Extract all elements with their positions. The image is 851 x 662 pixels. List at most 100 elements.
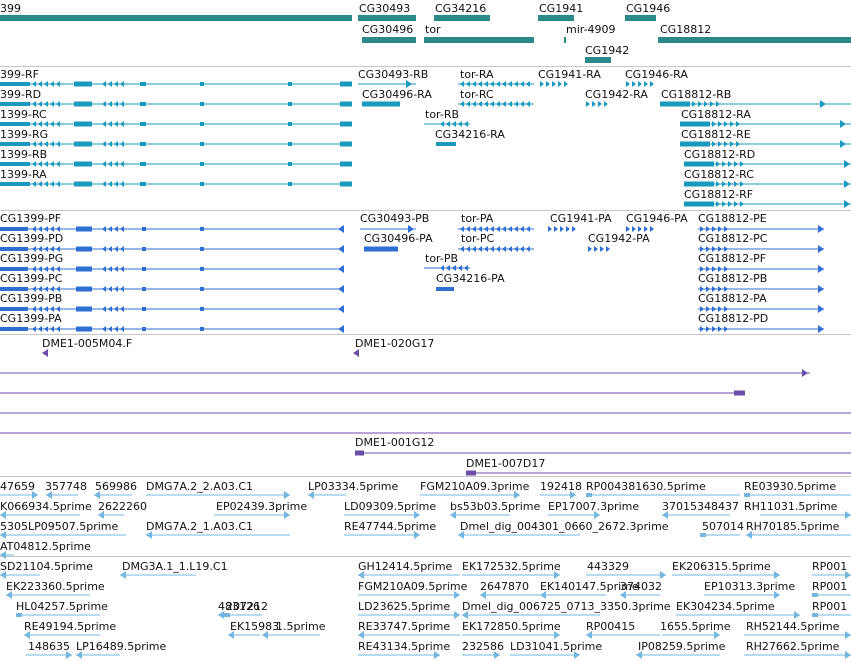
transcript-cg1399-2-intron[interactable] xyxy=(0,103,352,105)
est-a-11-line[interactable] xyxy=(98,514,124,516)
est-a-14-line[interactable] xyxy=(450,514,510,516)
est-b-5-line[interactable] xyxy=(586,574,666,576)
gene-bar-cg30493[interactable] xyxy=(358,15,416,21)
protein-cg1399-6-exon-6[interactable] xyxy=(200,327,204,331)
gene-label[interactable]: mir-4909 xyxy=(566,23,616,36)
clone-dme1-007d17-end[interactable] xyxy=(466,470,476,476)
est-label[interactable]: EK172850.5prime xyxy=(462,620,561,633)
protein-cg18812-3-intron[interactable] xyxy=(698,268,824,270)
est-label[interactable]: LD09309.5prime xyxy=(344,500,437,513)
protein-cg1399-1-exon-1[interactable] xyxy=(0,227,28,231)
est-label[interactable]: 1655.5prime xyxy=(660,620,731,633)
protein-label[interactable]: CG1399-PD xyxy=(0,232,64,245)
transcript-cg1399-5-exons-2[interactable] xyxy=(32,161,60,167)
protein-cg18812-2-intron[interactable] xyxy=(698,248,824,250)
est-a-6-line[interactable] xyxy=(420,494,520,496)
est-b-33-line[interactable] xyxy=(462,654,500,656)
est-b-22-arrow[interactable] xyxy=(24,631,30,639)
transcript-cg18812-rc-exon-3[interactable] xyxy=(844,180,850,188)
est-label[interactable]: 1.5prime xyxy=(276,620,326,633)
protein-label[interactable]: CG1941-PA xyxy=(550,212,612,225)
protein-label[interactable]: CG30496-PA xyxy=(364,232,433,245)
protein-label[interactable]: CG34216-PA xyxy=(436,272,505,285)
est-a-1-line[interactable] xyxy=(0,494,38,496)
transcript-label[interactable]: CG30496-RA xyxy=(362,88,432,101)
protein-cg18812-5-exon-2[interactable] xyxy=(818,305,824,313)
est-a-3-arrow[interactable] xyxy=(94,491,100,499)
est-label[interactable]: RP001 xyxy=(812,600,848,613)
transcript-cg18812-rf-exon-3[interactable] xyxy=(844,200,850,208)
est-label[interactable]: 37015348437 xyxy=(662,500,739,513)
transcript-cg1399-6-exon-3[interactable] xyxy=(74,181,92,187)
transcript-cg18812-re-exon-3[interactable] xyxy=(840,140,846,148)
est-a-14-arrow[interactable] xyxy=(450,511,456,519)
protein-cg18812-4-exons-1[interactable] xyxy=(700,286,728,292)
est-label[interactable]: EK15983 xyxy=(230,620,280,633)
transcript-cg1399-4-intron[interactable] xyxy=(0,143,352,145)
est-a-15-arrow[interactable] xyxy=(594,511,600,519)
transcript-cg18812-rd-intron[interactable] xyxy=(684,163,851,165)
est-b-3-arrow[interactable] xyxy=(358,571,364,579)
est-b-6-line[interactable] xyxy=(672,574,780,576)
transcript-label[interactable]: CG18812-RC xyxy=(684,168,754,181)
clone-line-1-arrow[interactable] xyxy=(802,369,808,377)
transcript-cg1399-3-exons-2[interactable] xyxy=(32,121,60,127)
est-b-30-arrow[interactable] xyxy=(66,651,72,659)
protein-cg18812-4-intron[interactable] xyxy=(698,288,824,290)
protein-cg18812-6-exon-2[interactable] xyxy=(818,325,824,333)
est-b-4-line[interactable] xyxy=(462,574,560,576)
transcript-cg18812-re-exons-2[interactable] xyxy=(712,141,740,147)
protein-cg1399-6-exons-2[interactable] xyxy=(32,326,60,332)
est-b-36-line[interactable] xyxy=(744,654,851,656)
transcript-cg1399-5-exon-3[interactable] xyxy=(74,161,92,167)
est-b-36-arrow[interactable] xyxy=(845,651,851,659)
protein-cg1399-6-exon-1[interactable] xyxy=(0,327,28,331)
est-a-4-line[interactable] xyxy=(146,494,290,496)
protein-label[interactable]: CG18812-PE xyxy=(698,212,767,225)
est-label[interactable]: EK304234.5prime xyxy=(676,600,775,613)
est-a-24-arrow[interactable] xyxy=(0,551,6,559)
protein-cg1399-1-exon-5[interactable] xyxy=(142,227,146,231)
protein-label[interactable]: CG1399-PC xyxy=(0,272,63,285)
transcript-cg1399-4-exon-8[interactable] xyxy=(340,141,352,147)
protein-cg1941-pa[interactable] xyxy=(548,226,576,232)
est-b-10-arrow[interactable] xyxy=(480,591,486,599)
protein-cg1399-5-exon-1[interactable] xyxy=(0,307,28,311)
protein-cg1399-4-exons-2[interactable] xyxy=(32,286,60,292)
transcript-label[interactable]: CG1942-RA xyxy=(585,88,648,101)
protein-cg1399-2-exon-1[interactable] xyxy=(0,247,28,251)
protein-cg1399-3-intron[interactable] xyxy=(0,268,342,270)
transcript-cg18812-rd-exon-3[interactable] xyxy=(844,160,850,168)
est-b-14-line[interactable] xyxy=(812,594,851,596)
gene-label[interactable]: CG1941 xyxy=(539,2,584,15)
protein-tor-pa-exons[interactable] xyxy=(460,226,530,232)
protein-cg18812-2-exons-1[interactable] xyxy=(700,246,728,252)
est-a-15-line[interactable] xyxy=(548,514,600,516)
est-a-17-line[interactable] xyxy=(760,514,851,516)
est-label[interactable]: LP16489.5prime xyxy=(76,640,167,653)
est-label[interactable]: DMG3A.1_1.L19.C1 xyxy=(122,560,228,573)
protein-cg1399-4-intron[interactable] xyxy=(0,288,342,290)
protein-cg30496-pa[interactable] xyxy=(364,246,398,252)
transcript-label[interactable]: CG18812-RB xyxy=(661,88,732,101)
gene-bar-cg34216[interactable] xyxy=(434,15,490,21)
clone-label[interactable]: DME1-005M04.F xyxy=(42,337,133,350)
est-b-11-line[interactable] xyxy=(540,594,606,596)
est-b-18-arrow[interactable] xyxy=(454,611,460,619)
transcript-cg18812-rb-exon-1[interactable] xyxy=(660,101,690,107)
protein-label[interactable]: CG18812-PA xyxy=(698,292,767,305)
protein-cg1399-1-intron[interactable] xyxy=(0,228,342,230)
est-a-21-arrow[interactable] xyxy=(458,531,464,539)
est-label[interactable]: RH27662.5prime xyxy=(746,640,840,653)
protein-cg1399-4-exon-1[interactable] xyxy=(0,287,28,291)
est-a-13-arrow[interactable] xyxy=(414,511,420,519)
est-label[interactable]: 443329 xyxy=(587,560,629,573)
protein-label[interactable]: CG1946-PA xyxy=(626,212,688,225)
est-label[interactable]: EK172532.5prime xyxy=(462,560,561,573)
protein-cg18812-3-exon-2[interactable] xyxy=(818,265,824,273)
est-label[interactable]: RH70185.5prime xyxy=(746,520,840,533)
protein-cg1399-4-exon-7[interactable] xyxy=(338,285,344,293)
est-b-23-arrow[interactable] xyxy=(228,631,234,639)
transcript-cg1399-2-exons-2[interactable] xyxy=(32,101,60,107)
gene-bar-cg1399[interactable] xyxy=(0,15,352,21)
